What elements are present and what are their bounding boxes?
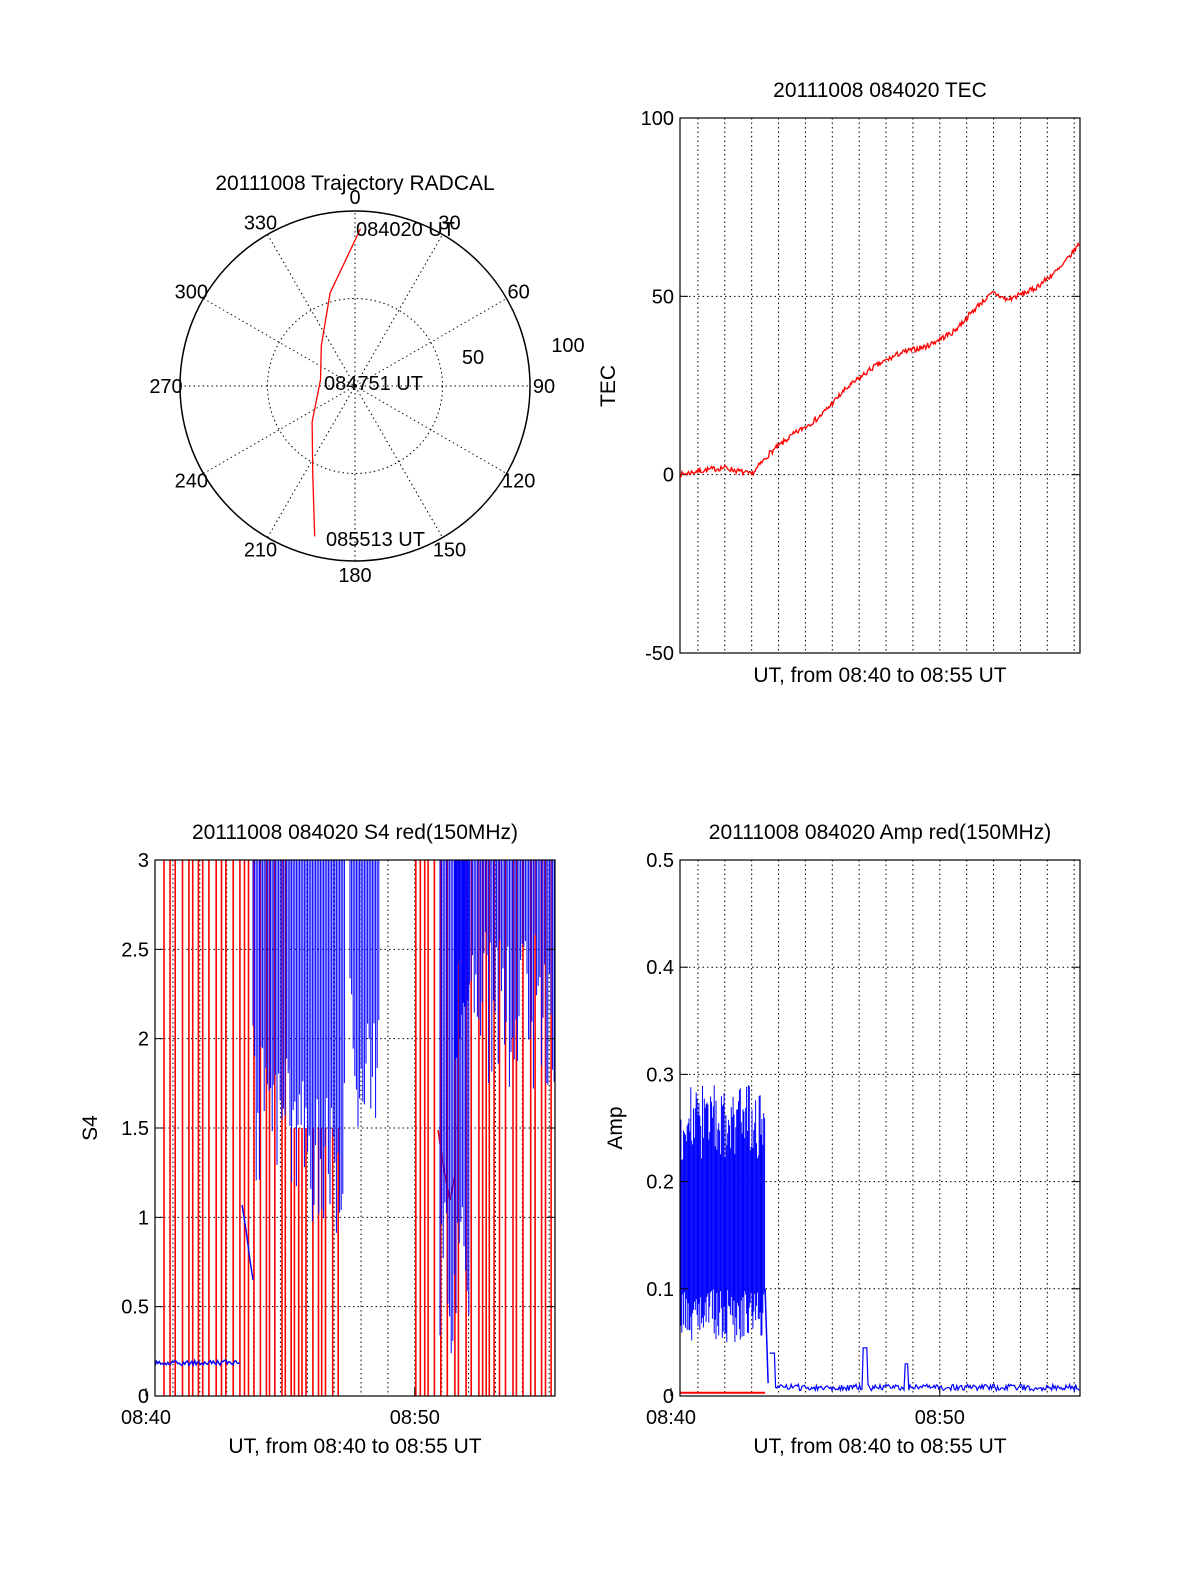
s4-ylabel: S4 bbox=[79, 1115, 102, 1141]
amp-title: 20111008 084020 Amp red(150MHz) bbox=[709, 821, 1051, 844]
tec-ytick-50: 50 bbox=[652, 286, 674, 308]
s4-ytick-1: 1 bbox=[138, 1207, 149, 1229]
trajectory-line bbox=[311, 228, 362, 537]
s4-ytick-3: 3 bbox=[138, 850, 149, 872]
amp-frame bbox=[679, 859, 1081, 1397]
tec-plot: 20111008 084020 TEC -50 0 50 100 UT, from 0… bbox=[597, 79, 1081, 687]
azimuth-label-240: 240 bbox=[175, 471, 208, 493]
tec-frame bbox=[679, 117, 1081, 654]
polar-title: 20111008 Trajectory RADCAL bbox=[215, 172, 494, 195]
tec-ylabel: TEC bbox=[597, 365, 620, 407]
radius-label-50: 50 bbox=[462, 347, 484, 369]
azimuth-label-90: 90 bbox=[533, 376, 555, 398]
s4-title: 20111008 084020 S4 red(150MHz) bbox=[192, 821, 518, 844]
amp-ytick-0.1: 0.1 bbox=[646, 1279, 674, 1301]
tec-ytick--50: -50 bbox=[645, 643, 674, 665]
tec-series-line bbox=[679, 241, 1081, 479]
azimuth-label-60: 60 bbox=[508, 282, 530, 304]
amp-ytick-0.5: 0.5 bbox=[646, 850, 674, 872]
azimuth-label-30: 30 bbox=[438, 212, 460, 234]
s4-ytick-0.5: 0.5 bbox=[121, 1297, 149, 1319]
radius-label-100: 100 bbox=[551, 335, 584, 357]
s4-ytick-1.5: 1.5 bbox=[121, 1118, 149, 1140]
azimuth-label-330: 330 bbox=[244, 212, 277, 234]
tec-title: 20111008 084020 TEC bbox=[773, 79, 987, 102]
azimuth-label-150: 150 bbox=[433, 540, 466, 562]
amp-ytick-0: 0 bbox=[663, 1386, 674, 1408]
s4-blue-baseline bbox=[154, 1358, 241, 1368]
amp-blue-line bbox=[769, 1347, 1080, 1393]
amp-plot: 20111008 084020 Amp red(150MHz) 0 0.1 0.2 0… bbox=[604, 821, 1081, 1458]
tec-ytick-100: 100 bbox=[641, 108, 674, 130]
s4-xtick-08:40: 08:40 bbox=[121, 1407, 171, 1429]
s4-xtick-08:50: 08:50 bbox=[390, 1407, 440, 1429]
amp-xtick-08:40: 08:40 bbox=[646, 1407, 696, 1429]
annotation-start: 084020 UT bbox=[356, 219, 455, 241]
amp-xtick-08:50: 08:50 bbox=[915, 1407, 965, 1429]
annotation-middle: 084751 UT bbox=[324, 373, 423, 395]
amp-blue-drop bbox=[764, 1288, 769, 1384]
azimuth-label-210: 210 bbox=[244, 540, 277, 562]
tec-ytick-0: 0 bbox=[663, 465, 674, 487]
s4-ytick-0: 0 bbox=[138, 1386, 149, 1408]
azimuth-label-180: 180 bbox=[338, 565, 371, 587]
s4-blue-segment bbox=[241, 1204, 254, 1281]
azimuth-label-0: 0 bbox=[349, 187, 360, 209]
amp-ylabel: Amp bbox=[604, 1106, 627, 1149]
amp-ytick-0.2: 0.2 bbox=[646, 1172, 674, 1194]
tec-xlabel: UT, from 08:40 to 08:55 UT bbox=[753, 664, 1006, 687]
azimuth-label-270: 270 bbox=[149, 376, 182, 398]
s4-ytick-2.5: 2.5 bbox=[121, 939, 149, 961]
s4-plot: 20111008 084020 S4 red(150MHz) 0 0.5 1 1.5 2… bbox=[79, 821, 556, 1458]
annotation-end: 085513 UT bbox=[326, 529, 425, 551]
amp-xlabel: UT, from 08:40 to 08:55 UT bbox=[753, 1435, 1006, 1458]
amp-ytick-0.3: 0.3 bbox=[646, 1064, 674, 1086]
s4-xlabel: UT, from 08:40 to 08:55 UT bbox=[228, 1435, 481, 1458]
amp-ytick-0.4: 0.4 bbox=[646, 957, 674, 979]
polar-outer-circle bbox=[179, 210, 531, 562]
s4-ytick-2: 2 bbox=[138, 1029, 149, 1051]
polar-trajectory-plot: 20111008 Trajectory RADCAL 0 30 60 90 120 150… bbox=[149, 172, 584, 587]
azimuth-label-300: 300 bbox=[175, 282, 208, 304]
azimuth-label-120: 120 bbox=[502, 471, 535, 493]
